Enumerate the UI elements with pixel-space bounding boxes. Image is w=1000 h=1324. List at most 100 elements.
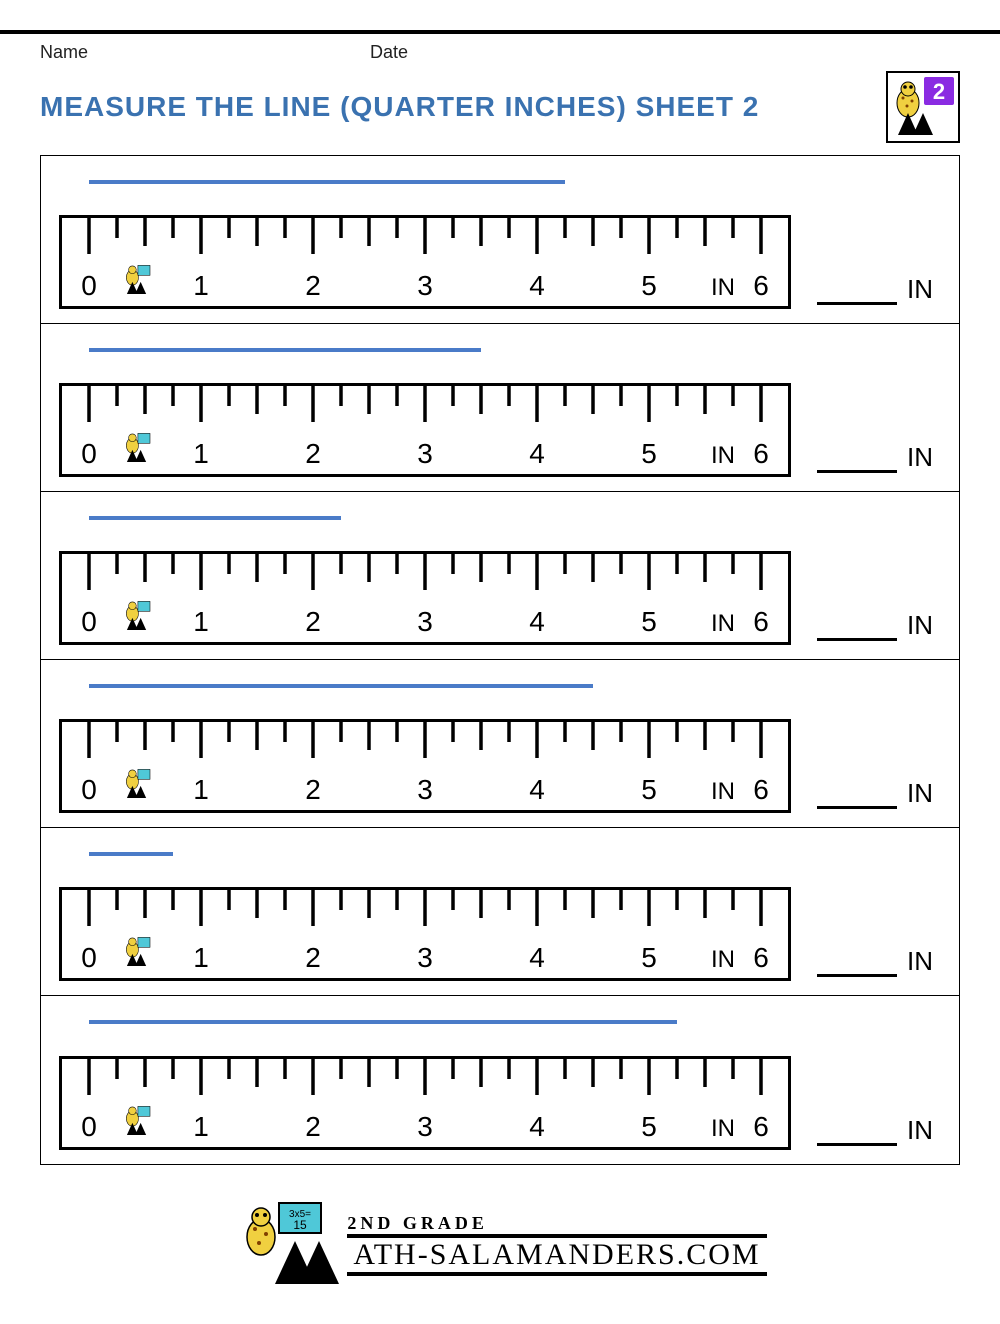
answer-blank[interactable] [817, 302, 897, 305]
svg-text:5: 5 [641, 774, 657, 805]
top-divider [0, 30, 1000, 34]
measure-line [89, 852, 173, 856]
svg-text:4: 4 [529, 942, 545, 973]
svg-text:IN: IN [711, 274, 735, 301]
ruler: 0 1 2 3 4 5 6 IN [59, 551, 791, 645]
answer-field[interactable]: IN [799, 610, 941, 645]
measure-line [89, 1020, 677, 1024]
svg-text:1: 1 [193, 774, 209, 805]
footer: 3x5= 15 2ND GRADE ATH-SALAMANDERS.COM [40, 1199, 960, 1289]
problem-row: 0 1 2 3 4 5 6 IN IN [41, 492, 959, 660]
worksheet-page: Name Date MEASURE THE LINE (QUARTER INCH… [0, 42, 1000, 1289]
problem-row: 0 1 2 3 4 5 6 IN IN [41, 324, 959, 492]
svg-text:15: 15 [294, 1218, 308, 1232]
svg-text:IN: IN [711, 442, 735, 469]
svg-text:5: 5 [641, 606, 657, 637]
svg-text:1: 1 [193, 438, 209, 469]
ruler-column: 0123456IN [59, 1010, 799, 1150]
svg-text:4: 4 [529, 270, 545, 301]
title-row: MEASURE THE LINE (QUARTER INCHES) SHEET … [40, 71, 960, 143]
svg-text:0: 0 [81, 942, 97, 973]
salamander-logo-icon: 2 [888, 73, 958, 141]
answer-field[interactable]: IN [799, 442, 941, 477]
svg-text:3: 3 [417, 942, 433, 973]
svg-text:1: 1 [193, 270, 209, 301]
measure-line [89, 516, 341, 520]
answer-field[interactable]: IN [799, 1115, 941, 1150]
footer-salamander-icon: 3x5= 15 [233, 1199, 343, 1289]
svg-text:0: 0 [81, 1111, 97, 1142]
name-label: Name [40, 42, 370, 63]
svg-text:6: 6 [753, 270, 769, 301]
answer-blank[interactable] [817, 1143, 897, 1146]
svg-text:2: 2 [305, 1111, 321, 1142]
svg-text:6: 6 [753, 774, 769, 805]
ruler: 0 1 2 3 4 5 6 IN [59, 887, 791, 981]
ruler-column: 0123456IN [59, 170, 799, 309]
grade-logo: 2 [886, 71, 960, 143]
svg-text:5: 5 [641, 1111, 657, 1142]
svg-text:IN: IN [711, 610, 735, 637]
footer-site-label: ATH-SALAMANDERS.COM [347, 1234, 766, 1276]
svg-text:4: 4 [529, 1111, 545, 1142]
svg-text:6: 6 [753, 942, 769, 973]
answer-field[interactable]: IN [799, 946, 941, 981]
svg-text:2: 2 [305, 774, 321, 805]
ruler-column: 0 1 2 3 4 5 6 IN [59, 842, 799, 981]
svg-text:0: 0 [81, 606, 97, 637]
date-label: Date [370, 42, 408, 63]
svg-text:IN: IN [711, 946, 735, 973]
svg-text:1: 1 [193, 942, 209, 973]
ruler: 0123456IN [59, 215, 791, 309]
header-row: Name Date [40, 42, 960, 63]
svg-text:IN: IN [711, 778, 735, 805]
svg-text:5: 5 [641, 270, 657, 301]
measure-line [89, 180, 565, 184]
svg-text:2: 2 [305, 438, 321, 469]
svg-text:2: 2 [305, 942, 321, 973]
svg-text:4: 4 [529, 438, 545, 469]
footer-text: 2ND GRADE ATH-SALAMANDERS.COM [347, 1213, 766, 1276]
answer-unit: IN [907, 946, 933, 977]
ruler-column: 0 1 2 3 4 5 6 IN [59, 506, 799, 645]
answer-blank[interactable] [817, 974, 897, 977]
answer-unit: IN [907, 1115, 933, 1146]
svg-text:4: 4 [529, 606, 545, 637]
svg-text:1: 1 [193, 606, 209, 637]
answer-unit: IN [907, 274, 933, 305]
answer-unit: IN [907, 610, 933, 641]
problem-row: 0123456IN IN [41, 156, 959, 324]
svg-text:0: 0 [81, 774, 97, 805]
svg-text:5: 5 [641, 438, 657, 469]
measure-line [89, 348, 481, 352]
svg-text:IN: IN [711, 1115, 735, 1142]
measure-line [89, 684, 593, 688]
page-title: MEASURE THE LINE (QUARTER INCHES) SHEET … [40, 91, 759, 123]
svg-text:3: 3 [417, 438, 433, 469]
answer-blank[interactable] [817, 806, 897, 809]
answer-field[interactable]: IN [799, 274, 941, 309]
svg-text:3: 3 [417, 774, 433, 805]
footer-grade-label: 2ND GRADE [347, 1213, 766, 1234]
answer-blank[interactable] [817, 470, 897, 473]
svg-text:0: 0 [81, 438, 97, 469]
svg-text:6: 6 [753, 438, 769, 469]
svg-text:3: 3 [417, 1111, 433, 1142]
svg-text:1: 1 [193, 1111, 209, 1142]
ruler-column: 0 1 2 3 4 5 6 IN [59, 338, 799, 477]
problems-grid: 0 1 2 3 4 5 6 IN IN 0 1 2 3 4 5 6 IN IN 0 1 2 3 4 5 6 IN [40, 155, 960, 1165]
svg-text:2: 2 [933, 79, 945, 104]
ruler-column: 0123456IN [59, 674, 799, 813]
problem-row: 0123456IN IN [41, 660, 959, 828]
answer-blank[interactable] [817, 638, 897, 641]
svg-text:6: 6 [753, 606, 769, 637]
svg-text:5: 5 [641, 942, 657, 973]
ruler: 0 1 2 3 4 5 6 IN [59, 383, 791, 477]
answer-unit: IN [907, 442, 933, 473]
svg-text:2: 2 [305, 270, 321, 301]
answer-unit: IN [907, 778, 933, 809]
svg-text:2: 2 [305, 606, 321, 637]
svg-text:3: 3 [417, 606, 433, 637]
answer-field[interactable]: IN [799, 778, 941, 813]
ruler: 0123456IN [59, 1056, 791, 1150]
